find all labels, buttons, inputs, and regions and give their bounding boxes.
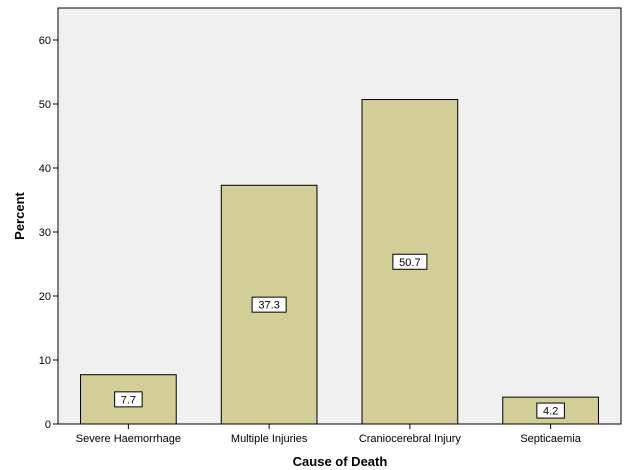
data-label-multiple-injuries: 37.3 [258,300,279,312]
data-label-box-multiple-injuries [251,296,287,313]
y-tick-label-10: 10 [39,355,51,367]
y-axis-title: Percent [12,191,27,239]
y-tick-label-50: 50 [39,99,51,111]
y-tick-label-20: 20 [39,291,51,303]
data-labels: 7.7 37.3 50.7 4.2 [114,253,565,419]
x-axis: Severe Haemorrhage Multiple Injuries Crani… [76,424,582,445]
data-label-severe-haemorrhage: 7.7 [121,394,136,406]
y-tick-label-30: 30 [39,227,51,239]
data-label-craniocerebral-injury: 50.7 [399,257,420,269]
data-label-box-craniocerebral-injury [392,253,428,270]
x-tick-label-septicaemia: Septicaemia [520,433,581,445]
y-tick-label-40: 40 [39,163,51,175]
x-tick-label-craniocerebral-injury: Craniocerebral Injury [359,433,462,445]
y-axis: 0 10 20 30 40 50 60 [39,35,58,431]
plot-area [57,7,622,425]
x-axis-title: Cause of Death [293,454,388,469]
data-label-septicaemia: 4.2 [543,406,558,418]
y-tick-label-0: 0 [45,419,51,431]
y-tick-label-60: 60 [39,35,51,47]
data-label-box-severe-haemorrhage [114,391,143,408]
x-tick-label-severe-haemorrhage: Severe Haemorrhage [76,433,181,445]
x-tick-label-multiple-injuries: Multiple Injuries [231,433,308,445]
data-label-box-septicaemia [536,402,565,419]
